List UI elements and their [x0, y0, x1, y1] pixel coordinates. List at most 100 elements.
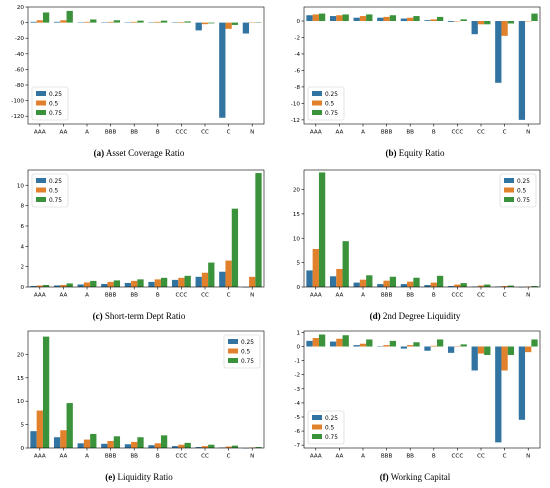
bar-0.75-AA: [342, 335, 349, 347]
bar-0.75-BBB: [113, 280, 121, 287]
x-tick-label: AAA: [34, 130, 46, 136]
y-tick-label: 0: [296, 19, 300, 25]
y-tick-label: -80: [15, 83, 25, 89]
y-tick-label: -8: [294, 85, 300, 91]
bar-0.25-AAA: [30, 431, 37, 448]
caption-letter: (f): [379, 472, 389, 482]
bar-0.75-CCC: [184, 21, 191, 23]
bar-0.75-CCC: [184, 442, 191, 448]
bars: [306, 172, 538, 288]
bar-0.5-C: [501, 286, 508, 287]
bar-0.5-BB: [131, 21, 138, 23]
x-tick-label: A: [361, 293, 365, 299]
legend-label: 0.25: [241, 340, 254, 346]
x-tick-label: CC: [477, 454, 485, 460]
axes-frame: [303, 330, 541, 449]
x-tick-label: CCC: [452, 130, 464, 136]
legend-swatch: [312, 434, 322, 439]
legend-label: 0.25: [325, 416, 338, 422]
y-tick-label: 5: [296, 261, 300, 267]
bar-0.5-CC: [477, 21, 485, 25]
bar-0.25-N: [242, 22, 250, 34]
y-tick-label: 10: [293, 236, 301, 242]
bar-0.25-AA: [53, 21, 61, 23]
bar-0.25-AA: [53, 437, 61, 448]
bar-0.75-B: [436, 275, 444, 287]
bar-0.25-BBB: [101, 443, 108, 448]
bar-0.25-B: [148, 281, 155, 287]
bar-0.5-CCC: [178, 21, 185, 23]
legend-swatch: [504, 187, 514, 193]
bar-0.25-B: [424, 285, 431, 287]
y-tick-label: -6: [294, 429, 300, 435]
x-tick-label: N: [526, 293, 530, 299]
y-tick-label: 0: [296, 285, 300, 291]
panel-equity-ratio: 0 -2 -4 -6 -8 -10 -12 AAA AA A BBB BB B CCC CC C N 0.25 0.…: [284, 4, 546, 162]
bar-0.5-C: [225, 260, 232, 287]
y-tick-label: -60: [15, 67, 25, 73]
bars: [30, 10, 262, 118]
y-tick-label: 0: [20, 285, 24, 291]
x-axis: AAA AA A BBB BB B CCC CC C N: [34, 287, 254, 299]
bar-0.5-CCC: [178, 444, 185, 448]
bar-0.75-B: [160, 435, 168, 448]
y-axis: 20 0 -20 -40 -60 -80 -100 -120: [11, 5, 28, 120]
bar-0.5-A: [83, 282, 91, 287]
bar-0.75-BB: [137, 20, 144, 23]
legend-swatch: [312, 91, 322, 96]
legend-swatch: [504, 197, 514, 202]
bar-0.75-BB: [413, 16, 420, 21]
bar-0.25-N: [518, 346, 526, 420]
x-tick-label: BBB: [105, 293, 117, 299]
bars: [30, 173, 262, 288]
bar-0.5-A: [359, 16, 367, 21]
bar-0.5-C: [225, 446, 232, 448]
bar-0.25-CCC: [171, 446, 179, 448]
bar-0.5-N: [249, 276, 256, 287]
bar-0.5-B: [430, 19, 437, 22]
bar-0.5-BBB: [107, 21, 114, 23]
bar-0.5-BBB: [383, 345, 390, 347]
x-tick-label: BB: [130, 130, 138, 136]
legend-swatch: [36, 100, 46, 106]
x-tick-label: AA: [59, 130, 67, 136]
legend-label: 0.25: [517, 179, 530, 185]
x-tick-label: B: [432, 293, 436, 299]
legend: 0.25 0.5 0.75: [31, 173, 69, 208]
bar-0.25-BB: [400, 18, 408, 22]
bar-0.75-B: [436, 16, 444, 22]
bar-0.25-C: [219, 271, 226, 287]
bar-0.25-BBB: [101, 283, 108, 287]
x-tick-label: AA: [335, 293, 343, 299]
legend-swatch: [312, 100, 322, 106]
caption-letter: (a): [93, 148, 105, 158]
caption-d: (d) 2nd Degree Liquidity: [284, 311, 546, 321]
bar-0.75-A: [90, 19, 97, 23]
bar-0.75-C: [231, 22, 239, 25]
y-tick-label: -100: [11, 99, 24, 105]
bar-0.25-AA: [329, 16, 337, 21]
legend: 0.25 0.5 0.75: [307, 410, 345, 445]
bar-0.25-BBB: [377, 17, 384, 22]
y-axis: 0 5 10 15 20: [17, 352, 28, 452]
caption-letter: (c): [92, 311, 103, 321]
bar-0.75-CC: [208, 262, 215, 287]
bar-0.5-AA: [336, 338, 343, 347]
y-tick-label: 20: [17, 5, 25, 11]
x-tick-label: AA: [59, 454, 67, 460]
y-tick-label: -7: [294, 443, 300, 449]
bar-0.5-CC: [477, 285, 485, 287]
bar-0.25-A: [353, 17, 360, 22]
legend-swatch: [228, 339, 238, 344]
y-tick-label: 15: [293, 212, 301, 218]
bar-0.5-AA: [60, 430, 67, 448]
bar-0.25-B: [424, 346, 431, 351]
bar-0.75-CC: [484, 284, 491, 287]
panel-liquidity-ratio: 0 5 10 15 20 AAA AA A BBB BB B CCC CC C N 0.25 0.5 0.75 (…: [8, 328, 270, 486]
y-tick-label: 0: [20, 446, 24, 452]
y-tick-label: 5: [20, 423, 24, 429]
bar-0.75-A: [366, 275, 373, 287]
x-tick-label: B: [156, 130, 160, 136]
legend-label: 0.75: [517, 198, 530, 204]
